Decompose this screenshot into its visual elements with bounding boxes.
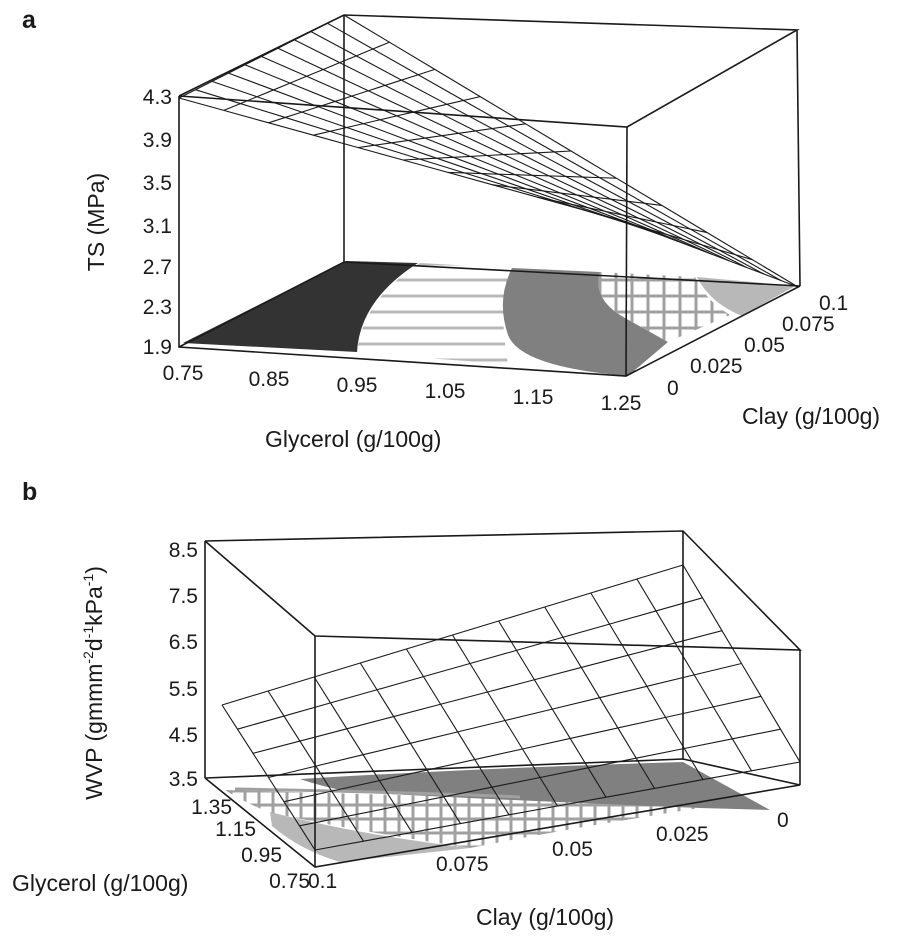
panel-a-z-tick: 3.5 [143, 172, 172, 195]
panel-a-y-axis-title: Clay (g/100g) [742, 403, 880, 429]
panel-a-mesh-line [327, 22, 782, 281]
panel-b-y-tick: 0.95 [241, 844, 282, 867]
panel-a-y-tick: 0 [667, 377, 679, 400]
panel-a-x-tick: 0.75 [163, 362, 204, 385]
panel-a-x-axis-title: Glycerol (g/100g) [265, 426, 441, 452]
panel-a-y-tick: 0.1 [819, 292, 848, 315]
panel-a-floor-stripes [357, 263, 510, 364]
panel-b-z-tick: 4.5 [169, 724, 198, 747]
panel-b-y-tick: 1.35 [191, 796, 232, 819]
panel-a-x-tick: 1.25 [601, 392, 642, 415]
panel-b-x-tick: 0.075 [436, 853, 489, 876]
panel-b-mesh-line [299, 728, 781, 827]
panel-a-y-tick: 0.075 [782, 313, 835, 336]
panel-b-y-tick: 0.75 [269, 870, 310, 893]
panel-a-x-ticks: 0.75 0.85 0.95 1.05 1.15 1.25 [163, 362, 642, 415]
panel-b-mesh-line [268, 662, 742, 779]
panel-a-box [178, 14, 801, 377]
panel-b-surface-mesh [221, 564, 801, 851]
panel-b-floor-hatch [225, 790, 700, 848]
panel-b-z-tick: 7.5 [169, 585, 198, 608]
panel-a-z-ticks: 4.3 3.9 3.5 3.1 2.7 2.3 1.9 [143, 86, 172, 359]
panel-b-mesh-line [237, 597, 703, 730]
panel-b-floor-band-mid [300, 762, 770, 810]
panel-a-z-tick: 3.9 [143, 129, 172, 152]
panel-a-mesh-line [178, 97, 628, 223]
panel-a-z-tick: 1.9 [143, 336, 172, 359]
panel-b-z-tick: 3.5 [169, 768, 198, 791]
panel-b-x-axis-title: Clay (g/100g) [476, 904, 614, 930]
panel-b-mesh-line [252, 630, 723, 754]
panel-a: a 4.3 3.9 3.5 3.1 2.7 2.3 [22, 6, 880, 452]
panel-b-y-tick: 1.15 [215, 818, 256, 841]
panel-a-mesh-line [244, 64, 696, 249]
panel-b-y-ticks: 1.35 1.15 0.95 0.75 [191, 796, 310, 893]
panel-a-z-tick: 4.3 [143, 86, 172, 109]
panel-a-x-tick: 1.05 [425, 380, 466, 403]
panel-a-x-tick: 0.85 [249, 368, 290, 391]
panel-b-y-axis-title: Glycerol (g/100g) [12, 870, 188, 896]
panel-b-mesh-line [221, 564, 684, 706]
panel-a-z-tick: 2.7 [143, 256, 172, 279]
panel-b-x-tick: 0.1 [308, 870, 337, 893]
panel-b-x-tick: 0.05 [552, 838, 593, 861]
panel-a-z-tick: 2.3 [143, 296, 172, 319]
panel-b-z-tick: 6.5 [169, 631, 198, 654]
panel-a-y-tick: 0.025 [690, 355, 743, 378]
panel-a-y-tick: 0.05 [744, 334, 785, 357]
panel-b-letter: b [22, 478, 37, 506]
panel-a-mesh-line [294, 39, 747, 268]
panel-a-z-tick: 3.1 [143, 215, 172, 238]
panel-a-x-tick: 0.95 [337, 374, 378, 397]
panel-a-floor-band-light [697, 277, 795, 316]
panel-a-mesh-line [343, 14, 799, 288]
panel-b-z-tick: 5.5 [169, 678, 198, 701]
panel-b: b 8.5 7.5 6.5 5.5 4.5 3.5 [12, 478, 802, 930]
panel-a-mesh-line [228, 72, 679, 243]
panel-a-surface-mesh [178, 14, 799, 288]
panel-b-mesh-line [314, 761, 801, 851]
panel-a-z-axis-title: TS (MPa) [83, 173, 109, 271]
panel-a-x-tick: 1.15 [513, 386, 554, 409]
panel-b-x-ticks: 0.1 0.075 0.05 0.025 0 [308, 809, 789, 893]
panel-b-z-axis-title: WVP (gmmm-2d-1kPa-1) [80, 566, 107, 800]
panel-a-mesh-line [211, 80, 662, 236]
panel-a-mesh-line [310, 31, 765, 275]
panel-a-mesh-line [261, 55, 713, 256]
panel-a-y-ticks: 0 0.025 0.05 0.075 0.1 [667, 292, 848, 400]
panel-a-mesh-line [277, 47, 730, 262]
panel-b-mesh-line [283, 695, 762, 803]
panel-b-x-tick: 0.025 [656, 823, 709, 846]
panel-a-contour-floor [178, 261, 798, 376]
panel-b-z-tick: 8.5 [169, 539, 198, 562]
panel-b-x-tick: 0 [777, 809, 789, 832]
panel-a-letter: a [22, 6, 37, 34]
panel-a-mesh-line [195, 89, 645, 230]
panel-b-box [204, 530, 802, 868]
panel-b-z-ticks: 8.5 7.5 6.5 5.5 4.5 3.5 [169, 539, 198, 791]
panel-a-floor-band-dark [183, 261, 418, 352]
panel-a-floor-hatch [598, 272, 730, 342]
